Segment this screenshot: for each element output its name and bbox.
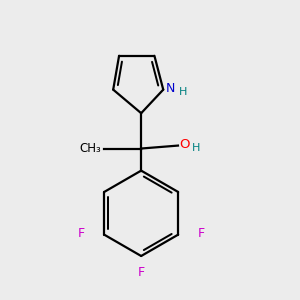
Text: N: N xyxy=(166,82,175,95)
Text: F: F xyxy=(78,227,85,240)
Text: O: O xyxy=(179,138,190,151)
Text: F: F xyxy=(197,227,204,240)
Text: F: F xyxy=(138,266,145,279)
Text: H: H xyxy=(192,143,200,153)
Text: H: H xyxy=(178,87,187,97)
Text: CH₃: CH₃ xyxy=(79,142,101,155)
